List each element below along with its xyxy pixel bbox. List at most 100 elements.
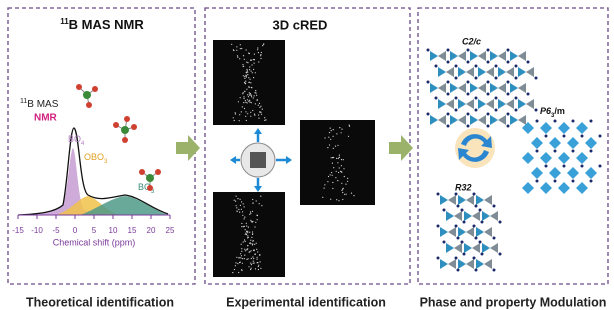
polyhedron xyxy=(438,51,446,61)
spot xyxy=(337,180,338,181)
spot xyxy=(252,243,253,244)
spot xyxy=(236,205,237,206)
spot xyxy=(249,69,250,70)
spot xyxy=(348,136,349,137)
atom xyxy=(467,93,470,96)
spot xyxy=(252,110,253,111)
polyhedron xyxy=(540,152,552,164)
polyhedron xyxy=(466,195,474,205)
atom xyxy=(590,120,593,123)
spot xyxy=(335,177,336,178)
polyhedron xyxy=(486,99,494,109)
spot xyxy=(241,270,242,271)
spot xyxy=(238,257,239,258)
label-text: /m xyxy=(554,106,565,116)
polyhedron xyxy=(484,227,492,237)
spot xyxy=(246,49,247,50)
polyhedron xyxy=(466,259,474,269)
atom xyxy=(487,61,490,64)
structure-label: P63/m xyxy=(540,106,565,118)
spot xyxy=(332,157,333,158)
polyhedron xyxy=(510,83,518,93)
spot xyxy=(239,58,240,59)
spot xyxy=(246,249,247,250)
polyhedron xyxy=(464,211,472,221)
atom xyxy=(455,257,458,260)
spot xyxy=(251,264,252,265)
arrow-head xyxy=(286,156,292,164)
spot xyxy=(244,218,245,219)
spectrum xyxy=(18,128,170,219)
atom xyxy=(447,61,450,64)
spot xyxy=(260,55,261,56)
tick-label: 20 xyxy=(147,226,156,235)
spot xyxy=(256,243,257,244)
spot xyxy=(245,229,246,230)
atom xyxy=(455,77,458,80)
spot xyxy=(239,114,240,115)
spot xyxy=(246,72,247,73)
polyhedron xyxy=(458,51,466,61)
spot xyxy=(344,194,345,195)
spot xyxy=(244,76,245,77)
diffraction-image xyxy=(213,192,285,277)
spot xyxy=(237,55,238,56)
spot xyxy=(248,258,249,259)
polyhedron xyxy=(440,227,448,237)
spot xyxy=(249,100,250,101)
spot xyxy=(235,265,236,266)
atom xyxy=(515,109,518,112)
spot xyxy=(260,58,261,59)
spot xyxy=(241,248,242,249)
polyhedron xyxy=(430,83,438,93)
spot xyxy=(242,211,243,212)
spot xyxy=(245,100,246,101)
spot xyxy=(242,106,243,107)
spot xyxy=(339,155,340,156)
spot xyxy=(247,235,248,236)
spot xyxy=(234,200,235,201)
spot xyxy=(246,223,247,224)
spot xyxy=(255,222,256,223)
spot xyxy=(243,102,244,103)
diffraction-images xyxy=(213,40,375,277)
spot xyxy=(250,112,251,113)
atom xyxy=(487,93,490,96)
atom xyxy=(435,65,438,68)
polyhedron xyxy=(470,115,478,125)
spot xyxy=(341,132,342,133)
spot xyxy=(244,78,245,79)
tick-label: -10 xyxy=(31,226,43,235)
spot xyxy=(260,268,261,269)
spot xyxy=(256,200,257,201)
atom xyxy=(515,77,518,80)
crystal-structures xyxy=(427,49,602,272)
spot xyxy=(250,93,251,94)
spot xyxy=(252,211,253,212)
spot xyxy=(244,91,245,92)
atom xyxy=(599,165,602,168)
polyhedron xyxy=(522,182,534,194)
spot xyxy=(250,213,251,214)
atom xyxy=(475,109,478,112)
spot xyxy=(236,196,237,197)
atom xyxy=(467,125,470,128)
atom xyxy=(487,125,490,128)
spot xyxy=(261,205,262,206)
spot xyxy=(245,241,246,242)
polyhedron xyxy=(558,182,570,194)
polyhedron xyxy=(482,243,490,253)
tick-label: 5 xyxy=(92,226,97,235)
spot xyxy=(257,219,258,220)
arrow xyxy=(389,135,413,161)
atom xyxy=(443,209,446,212)
spot xyxy=(250,116,251,117)
spot xyxy=(258,114,259,115)
atom xyxy=(437,225,440,228)
atom xyxy=(535,109,538,112)
atom xyxy=(581,135,584,138)
spot xyxy=(244,108,245,109)
spot xyxy=(248,86,249,87)
polyhedron xyxy=(490,115,498,125)
spot xyxy=(353,195,354,196)
